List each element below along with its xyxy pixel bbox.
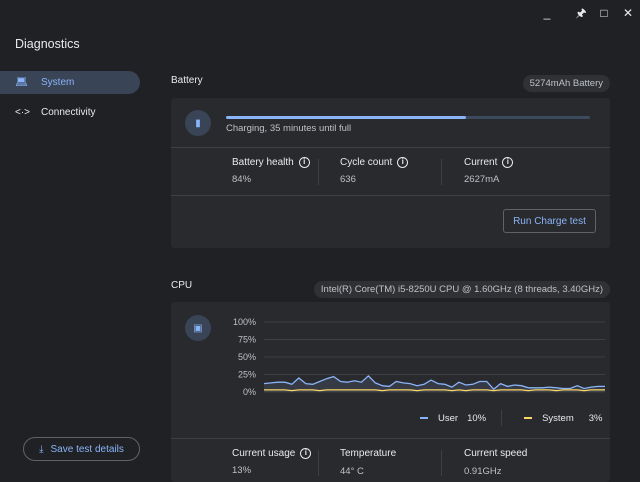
connectivity-icon: <·> [15, 107, 31, 118]
sidebar-item-label: System [41, 77, 75, 88]
y-tick-label: 50% [238, 352, 256, 362]
battery-capacity-chip: 5274mAh Battery [522, 75, 610, 92]
minimize-button[interactable]: _ [543, 6, 551, 20]
download-icon: ⤓ [39, 443, 44, 455]
user-series-area [264, 375, 605, 392]
stat-current-speed: Current speed 0.91GHz [464, 448, 528, 477]
y-tick-label: 75% [238, 335, 256, 345]
pin-button[interactable]: 🖈 [575, 6, 587, 20]
divider [441, 450, 442, 476]
divider [171, 195, 610, 196]
divider [318, 159, 319, 185]
cpu-usage-chart: 100% 75% 50% 25% 0% [233, 317, 605, 397]
battery-icon: ▮ [185, 110, 211, 136]
user-legend-swatch [420, 417, 428, 419]
stat-battery-health: Battery health i 84% [232, 157, 310, 185]
run-charge-test-button[interactable]: Run Charge test [503, 209, 596, 233]
stat-cycle-count: Cycle count i 636 [340, 157, 409, 185]
charging-status: Charging, 35 minutes until full [226, 123, 352, 134]
cpu-chip-icon: ▣ [185, 315, 211, 341]
cpu-card: ▣ 100% 75% 50% 25% 0% User 10% System 3% Cur… [171, 302, 610, 482]
info-icon[interactable]: i [502, 157, 514, 168]
maximize-button[interactable]: □ [600, 6, 608, 20]
battery-heading: Battery [171, 75, 203, 86]
battery-card: ▮ Charging, 35 minutes until full Batter… [171, 98, 610, 248]
divider [441, 159, 442, 185]
stat-current-usage: Current usage i 13% [232, 448, 312, 476]
y-tick-label: 0% [243, 387, 256, 397]
cpu-heading: CPU [171, 280, 193, 291]
battery-progress-bar [226, 116, 590, 119]
system-legend-swatch [524, 417, 533, 419]
stat-temperature: Temperature 44° C [340, 448, 397, 477]
app-title: Diagnostics [15, 37, 80, 51]
stat-current: Current i 2627mA [464, 157, 514, 185]
sidebar-item-system[interactable]: 💻︎ System [0, 71, 140, 94]
user-series-line [263, 375, 605, 391]
info-icon[interactable]: i [397, 157, 409, 168]
y-tick-label: 25% [238, 370, 256, 380]
sidebar-item-label: Connectivity [41, 107, 96, 118]
info-icon[interactable]: i [298, 157, 310, 168]
info-icon[interactable]: i [300, 448, 312, 459]
battery-progress-fill [226, 116, 467, 119]
sidebar-item-connectivity[interactable]: <·> Connectivity [0, 101, 140, 124]
divider [501, 410, 503, 426]
y-tick-label: 100% [233, 317, 256, 327]
system-series-line [264, 389, 605, 392]
cpu-model-chip: Intel(R) Core(TM) i5-8250U CPU @ 1.60GHz… [313, 281, 610, 298]
chart-legend: User 10% System 3% [420, 410, 603, 426]
laptop-icon: 💻︎ [15, 77, 28, 88]
divider [171, 147, 610, 148]
save-test-details-button[interactable]: ⤓ Save test details [23, 437, 140, 461]
divider [318, 450, 319, 476]
divider [171, 438, 610, 439]
close-button[interactable]: ✕ [622, 6, 634, 20]
